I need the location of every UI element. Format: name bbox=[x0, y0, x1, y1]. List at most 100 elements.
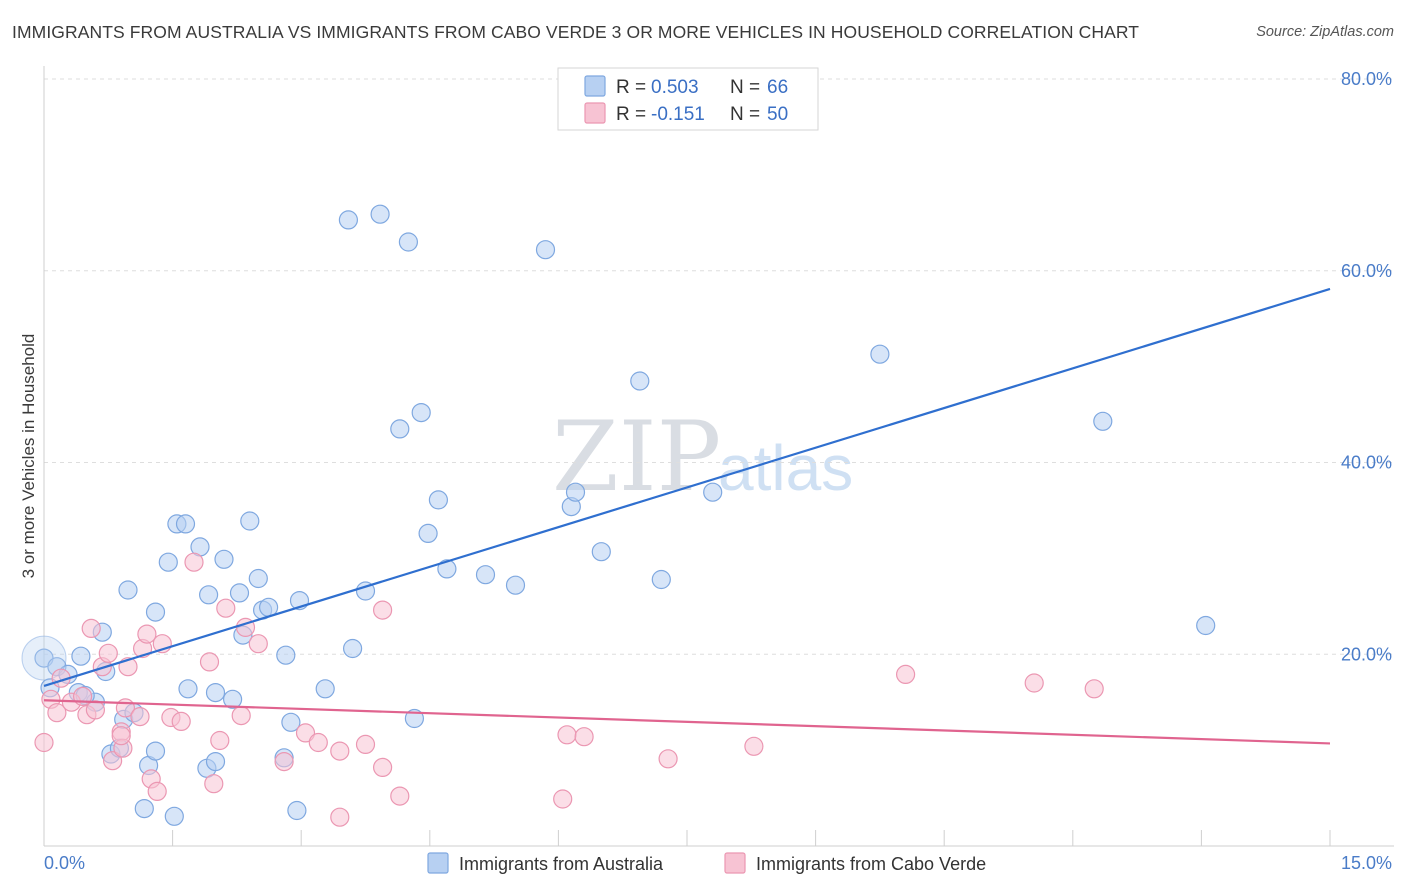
point-caboverde-8 bbox=[85, 700, 106, 720]
bottom-legend-label-australia: Immigrants from Australia bbox=[459, 854, 664, 874]
chart-title: IMMIGRANTS FROM AUSTRALIA VS IMMIGRANTS … bbox=[12, 22, 1140, 42]
point-australia-65 bbox=[205, 751, 226, 772]
point-australia-22 bbox=[178, 679, 198, 699]
x-tick-label-min: 0.0% bbox=[44, 853, 85, 873]
point-caboverde-26 bbox=[204, 774, 224, 794]
point-australia-31 bbox=[240, 511, 260, 531]
point-caboverde-27 bbox=[210, 730, 230, 751]
x-tick-label-max: 15.0% bbox=[1341, 853, 1392, 873]
point-australia-49 bbox=[418, 523, 438, 544]
point-caboverde-2 bbox=[47, 703, 67, 723]
bottom-legend: Immigrants from Australia Immigrants fro… bbox=[427, 852, 986, 874]
point-australia-29 bbox=[229, 583, 250, 603]
legend-r-value-australia: 0.503 bbox=[651, 77, 699, 98]
point-caboverde-31 bbox=[248, 634, 268, 654]
legend-swatch-australia bbox=[584, 75, 606, 97]
point-caboverde-36 bbox=[330, 807, 350, 827]
point-australia-21 bbox=[175, 514, 196, 534]
y-axis-tick-labels: 20.0% 40.0% 60.0% 80.0% bbox=[1341, 69, 1392, 664]
legend-r-value-caboverde: -0.151 bbox=[651, 104, 705, 125]
point-australia-14 bbox=[134, 798, 154, 819]
point-caboverde-47 bbox=[1024, 673, 1044, 693]
point-caboverde-45 bbox=[744, 736, 764, 756]
point-australia-26 bbox=[205, 682, 226, 703]
series-caboverde bbox=[34, 552, 1104, 827]
trendlines bbox=[43, 287, 1331, 745]
legend-n-value-caboverde: 50 bbox=[767, 104, 788, 125]
point-australia-45 bbox=[390, 419, 410, 439]
y-axis-label: 3 or more Vehicles in Household bbox=[19, 334, 38, 579]
point-australia-46 bbox=[398, 232, 418, 252]
trendline-caboverde bbox=[43, 699, 1331, 745]
legend-r-label-australia: R = bbox=[616, 77, 646, 98]
point-australia-32 bbox=[248, 568, 268, 589]
point-caboverde-29 bbox=[231, 705, 251, 726]
x-axis-tick-labels: 0.0% 15.0% bbox=[44, 853, 1392, 873]
point-australia-36 bbox=[276, 645, 296, 665]
trendline-australia bbox=[43, 287, 1331, 687]
legend-swatch-caboverde bbox=[584, 102, 606, 124]
point-australia-58 bbox=[630, 371, 650, 391]
point-australia-44 bbox=[370, 204, 390, 224]
point-australia-63 bbox=[1196, 615, 1216, 636]
y-tick-label-3: 80.0% bbox=[1341, 69, 1392, 89]
point-australia-61 bbox=[870, 344, 890, 364]
point-caboverde-48 bbox=[1084, 679, 1104, 699]
point-australia-18 bbox=[158, 552, 178, 572]
point-australia-53 bbox=[505, 575, 526, 595]
point-caboverde-20 bbox=[147, 781, 167, 802]
point-caboverde-24 bbox=[184, 552, 204, 572]
legend-n-label-caboverde: N = bbox=[730, 104, 760, 125]
point-australia-25 bbox=[199, 585, 219, 605]
point-caboverde-10 bbox=[98, 643, 118, 663]
bottom-legend-swatch-australia bbox=[427, 852, 449, 874]
point-australia-41 bbox=[338, 210, 358, 230]
bottom-legend-swatch-caboverde bbox=[724, 852, 746, 874]
point-caboverde-46 bbox=[895, 664, 916, 685]
point-caboverde-39 bbox=[373, 600, 393, 620]
point-caboverde-18 bbox=[137, 624, 157, 644]
point-caboverde-33 bbox=[295, 723, 316, 743]
point-caboverde-44 bbox=[658, 749, 678, 769]
point-australia-48 bbox=[411, 403, 431, 423]
point-caboverde-35 bbox=[330, 741, 350, 761]
legend-r-label-caboverde: R = bbox=[616, 104, 646, 125]
point-caboverde-49 bbox=[111, 726, 131, 746]
point-caboverde-43 bbox=[574, 727, 594, 747]
point-australia-56 bbox=[565, 482, 586, 502]
watermark: ZIP atlas bbox=[552, 401, 853, 513]
point-caboverde-37 bbox=[355, 734, 376, 755]
point-australia-42 bbox=[343, 638, 363, 659]
point-australia-40 bbox=[315, 679, 335, 699]
point-australia-12 bbox=[118, 580, 138, 600]
point-caboverde-16 bbox=[130, 706, 150, 727]
point-australia-52 bbox=[475, 565, 496, 585]
point-caboverde-11 bbox=[102, 751, 123, 771]
gridlines bbox=[44, 78, 1394, 655]
point-australia-51 bbox=[437, 559, 457, 579]
bottom-legend-label-caboverde: Immigrants from Cabo Verde bbox=[756, 854, 986, 874]
point-australia-59 bbox=[651, 569, 671, 590]
point-australia-38 bbox=[287, 800, 307, 821]
point-australia-43 bbox=[355, 581, 376, 601]
point-caboverde-7 bbox=[81, 618, 101, 639]
point-caboverde-38 bbox=[373, 757, 393, 778]
source-attribution: Source: ZipAtlas.com bbox=[1256, 24, 1394, 40]
legend-n-value-australia: 66 bbox=[767, 77, 788, 98]
point-caboverde-25 bbox=[199, 652, 220, 672]
point-caboverde-40 bbox=[390, 786, 410, 806]
legend-box: R = 0.503 N = 66 R = -0.151 N = 50 bbox=[557, 67, 819, 131]
point-australia-27 bbox=[214, 549, 234, 569]
point-caboverde-28 bbox=[216, 598, 236, 618]
y-tick-label-1: 40.0% bbox=[1341, 453, 1392, 473]
point-caboverde-42 bbox=[557, 725, 577, 745]
point-australia-28 bbox=[223, 689, 243, 709]
point-australia-4 bbox=[71, 646, 91, 666]
y-tick-label-2: 60.0% bbox=[1341, 261, 1392, 281]
point-caboverde-41 bbox=[553, 789, 573, 809]
point-caboverde-0 bbox=[34, 732, 54, 753]
point-australia-37 bbox=[281, 712, 301, 732]
point-australia-47 bbox=[404, 708, 424, 729]
point-australia-50 bbox=[428, 490, 448, 510]
point-australia-60 bbox=[703, 482, 723, 502]
